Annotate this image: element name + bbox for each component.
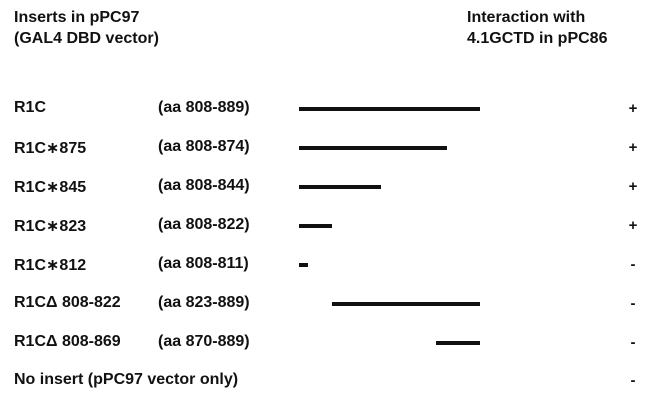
construct-bar: [435, 341, 480, 345]
construct-row: R1CΔ 808-822 (aa 823-889) -: [0, 292, 656, 316]
interaction-header: Interaction with 4.1GCTD in pPC86: [467, 7, 607, 49]
inserts-header-line2: (GAL4 DBD vector): [14, 30, 159, 47]
interaction-header-line1: Interaction with: [467, 9, 586, 26]
construct-row: R1C (aa 808-889) +: [0, 97, 656, 121]
inserts-header-line1: Inserts in pPC97: [14, 9, 140, 26]
construct-row: R1C∗823 (aa 808-822) +: [0, 214, 656, 238]
interaction-result: -: [630, 334, 636, 351]
construct-name: R1C∗823: [14, 218, 87, 235]
interaction-result: +: [628, 139, 638, 156]
interaction-result: +: [628, 100, 638, 117]
construct-bar: [332, 302, 480, 306]
interaction-result: +: [628, 217, 638, 234]
construct-bar: [299, 263, 308, 267]
construct-name: R1C: [14, 99, 47, 116]
interaction-result: -: [630, 295, 636, 312]
interaction-header-line2: 4.1GCTD in pPC86: [467, 30, 608, 47]
construct-row: R1C∗812 (aa 808-811) -: [0, 253, 656, 277]
construct-bar: [299, 224, 333, 228]
construct-row: R1C∗845 (aa 808-844) +: [0, 175, 656, 199]
construct-range: (aa 808-874): [158, 138, 250, 155]
no-insert-interaction: -: [630, 372, 636, 389]
no-insert-label: No insert (pPC97 vector only): [14, 371, 239, 388]
construct-range: (aa 870-889): [158, 333, 250, 350]
construct-row: R1CΔ 808-869 (aa 870-889) -: [0, 331, 656, 355]
construct-name: R1C∗875: [14, 140, 87, 157]
construct-range: (aa 808-822): [158, 216, 250, 233]
interaction-result: +: [628, 178, 638, 195]
construct-range: (aa 808-811): [158, 255, 249, 272]
construct-range: (aa 808-844): [158, 177, 250, 194]
construct-bar: [299, 185, 381, 189]
construct-name: R1CΔ 808-869: [14, 333, 121, 350]
construct-range: (aa 823-889): [158, 294, 250, 311]
construct-bar: [299, 146, 447, 150]
inserts-header: Inserts in pPC97 (GAL4 DBD vector): [14, 7, 159, 49]
construct-name: R1C∗812: [14, 257, 87, 274]
construct-name: R1CΔ 808-822: [14, 294, 121, 311]
construct-name: R1C∗845: [14, 179, 87, 196]
construct-bar: [299, 107, 480, 111]
interaction-result: -: [630, 256, 636, 273]
construct-row: R1C∗875 (aa 808-874) +: [0, 136, 656, 160]
construct-range: (aa 808-889): [158, 99, 250, 116]
